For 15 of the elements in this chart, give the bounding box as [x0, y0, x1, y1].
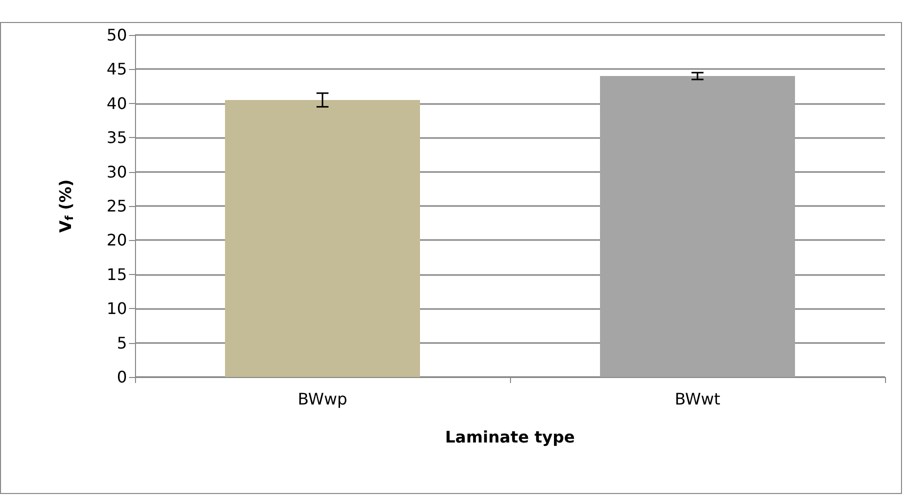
y-tick-label: 0	[116, 368, 127, 386]
y-tick-label: 5	[116, 333, 127, 352]
x-axis-title: Laminate type	[445, 428, 576, 446]
y-axis-title: Vf (%)	[56, 179, 76, 233]
y-tick-label: 40	[106, 94, 127, 113]
y-tick-label: 45	[106, 60, 127, 79]
y-tick-label: 30	[106, 162, 127, 182]
x-tick-label: BWwp	[298, 390, 348, 408]
y-tick-label: 50	[106, 26, 127, 44]
y-tick-label: 15	[106, 264, 127, 284]
y-tick-label: 10	[106, 299, 127, 318]
y-tick-label: 35	[106, 128, 127, 148]
y-tick-label: 20	[106, 230, 127, 250]
x-tick-label: BWwt	[674, 390, 720, 408]
y-tick-label: 25	[106, 196, 127, 216]
